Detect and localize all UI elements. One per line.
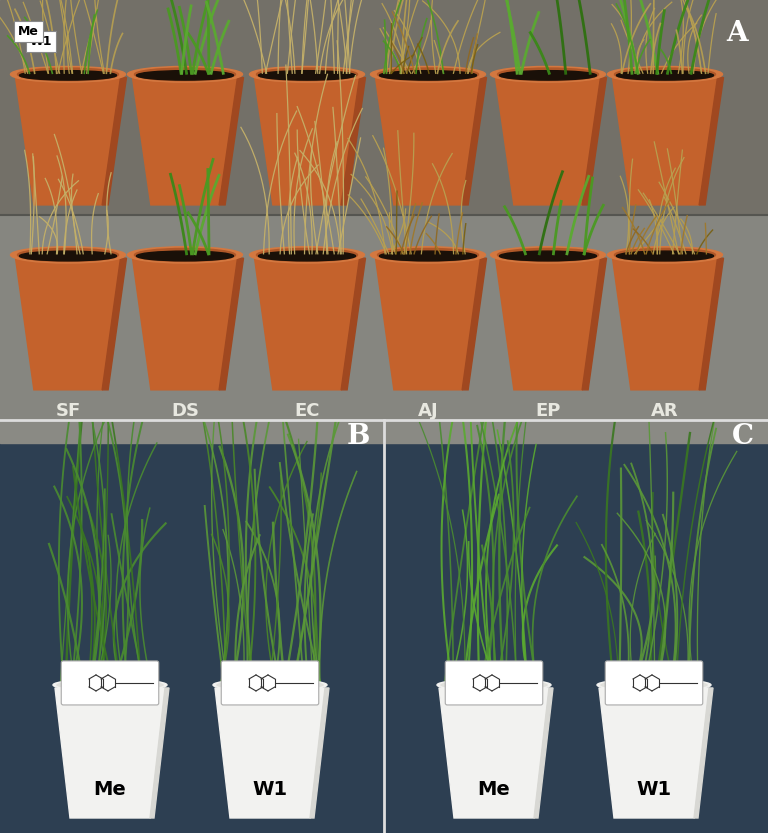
Polygon shape [582,258,607,390]
Ellipse shape [257,248,357,262]
Ellipse shape [499,251,597,261]
Polygon shape [15,77,121,205]
Ellipse shape [441,681,547,689]
Polygon shape [55,688,165,818]
Ellipse shape [617,251,713,261]
Polygon shape [133,258,237,390]
Ellipse shape [137,71,233,80]
Ellipse shape [18,68,118,81]
FancyBboxPatch shape [221,661,319,705]
Ellipse shape [378,248,478,262]
Ellipse shape [370,247,485,263]
Ellipse shape [257,68,357,81]
Polygon shape [219,77,243,205]
Ellipse shape [137,251,233,261]
Polygon shape [534,688,553,818]
Polygon shape [219,258,243,390]
Ellipse shape [19,251,117,261]
Polygon shape [439,688,549,818]
Text: DS: DS [171,402,199,420]
Ellipse shape [259,251,356,261]
Polygon shape [462,258,486,390]
Text: C: C [732,423,754,450]
Polygon shape [254,77,359,205]
Polygon shape [694,688,713,818]
Ellipse shape [217,681,323,689]
Ellipse shape [19,71,117,80]
Ellipse shape [498,68,598,81]
Ellipse shape [437,679,551,691]
Polygon shape [15,258,121,390]
Ellipse shape [250,67,365,82]
Text: AJ: AJ [418,402,439,420]
Ellipse shape [57,681,163,689]
Text: W1: W1 [30,35,52,48]
Ellipse shape [134,68,236,81]
Polygon shape [341,258,366,390]
Polygon shape [376,258,481,390]
Ellipse shape [607,247,723,263]
Ellipse shape [498,248,598,262]
FancyBboxPatch shape [445,661,543,705]
Bar [0,0,768,215]
FancyBboxPatch shape [61,661,159,705]
Ellipse shape [491,67,605,82]
Polygon shape [341,77,366,205]
Ellipse shape [11,67,125,82]
Ellipse shape [250,247,365,263]
Ellipse shape [259,71,356,80]
Polygon shape [310,688,329,818]
Bar [0,215,768,420]
Ellipse shape [614,68,716,81]
Ellipse shape [370,67,485,82]
Polygon shape [699,258,723,390]
Polygon shape [215,688,325,818]
Text: AR: AR [651,402,679,420]
Ellipse shape [491,247,605,263]
Ellipse shape [597,679,711,691]
FancyBboxPatch shape [605,661,703,705]
Polygon shape [150,688,169,818]
Ellipse shape [601,681,707,689]
Ellipse shape [499,71,597,80]
Polygon shape [495,258,601,390]
Text: B: B [346,423,370,450]
Polygon shape [376,77,481,205]
Polygon shape [133,77,237,205]
Ellipse shape [134,248,236,262]
Text: A: A [727,20,748,47]
Text: EC: EC [294,402,319,420]
Polygon shape [582,77,607,205]
Ellipse shape [378,68,478,81]
Polygon shape [102,258,127,390]
Ellipse shape [127,67,243,82]
Bar [0,420,384,443]
Text: W1: W1 [637,780,671,799]
Ellipse shape [53,679,167,691]
Ellipse shape [379,71,476,80]
Ellipse shape [11,247,125,263]
Polygon shape [699,77,723,205]
Text: Me: Me [478,780,511,799]
Ellipse shape [379,251,476,261]
Polygon shape [462,77,486,205]
Text: Me: Me [18,25,39,38]
Polygon shape [599,688,709,818]
Ellipse shape [127,247,243,263]
Ellipse shape [18,248,118,262]
Text: Me: Me [94,780,127,799]
Polygon shape [102,77,127,205]
Polygon shape [254,258,359,390]
Polygon shape [613,258,717,390]
Polygon shape [613,77,717,205]
Ellipse shape [213,679,327,691]
Text: EP: EP [535,402,561,420]
Text: SF: SF [55,402,81,420]
Ellipse shape [607,67,723,82]
Ellipse shape [614,248,716,262]
Ellipse shape [617,71,713,80]
Text: W1: W1 [253,780,287,799]
Bar [384,420,768,443]
Polygon shape [495,77,601,205]
